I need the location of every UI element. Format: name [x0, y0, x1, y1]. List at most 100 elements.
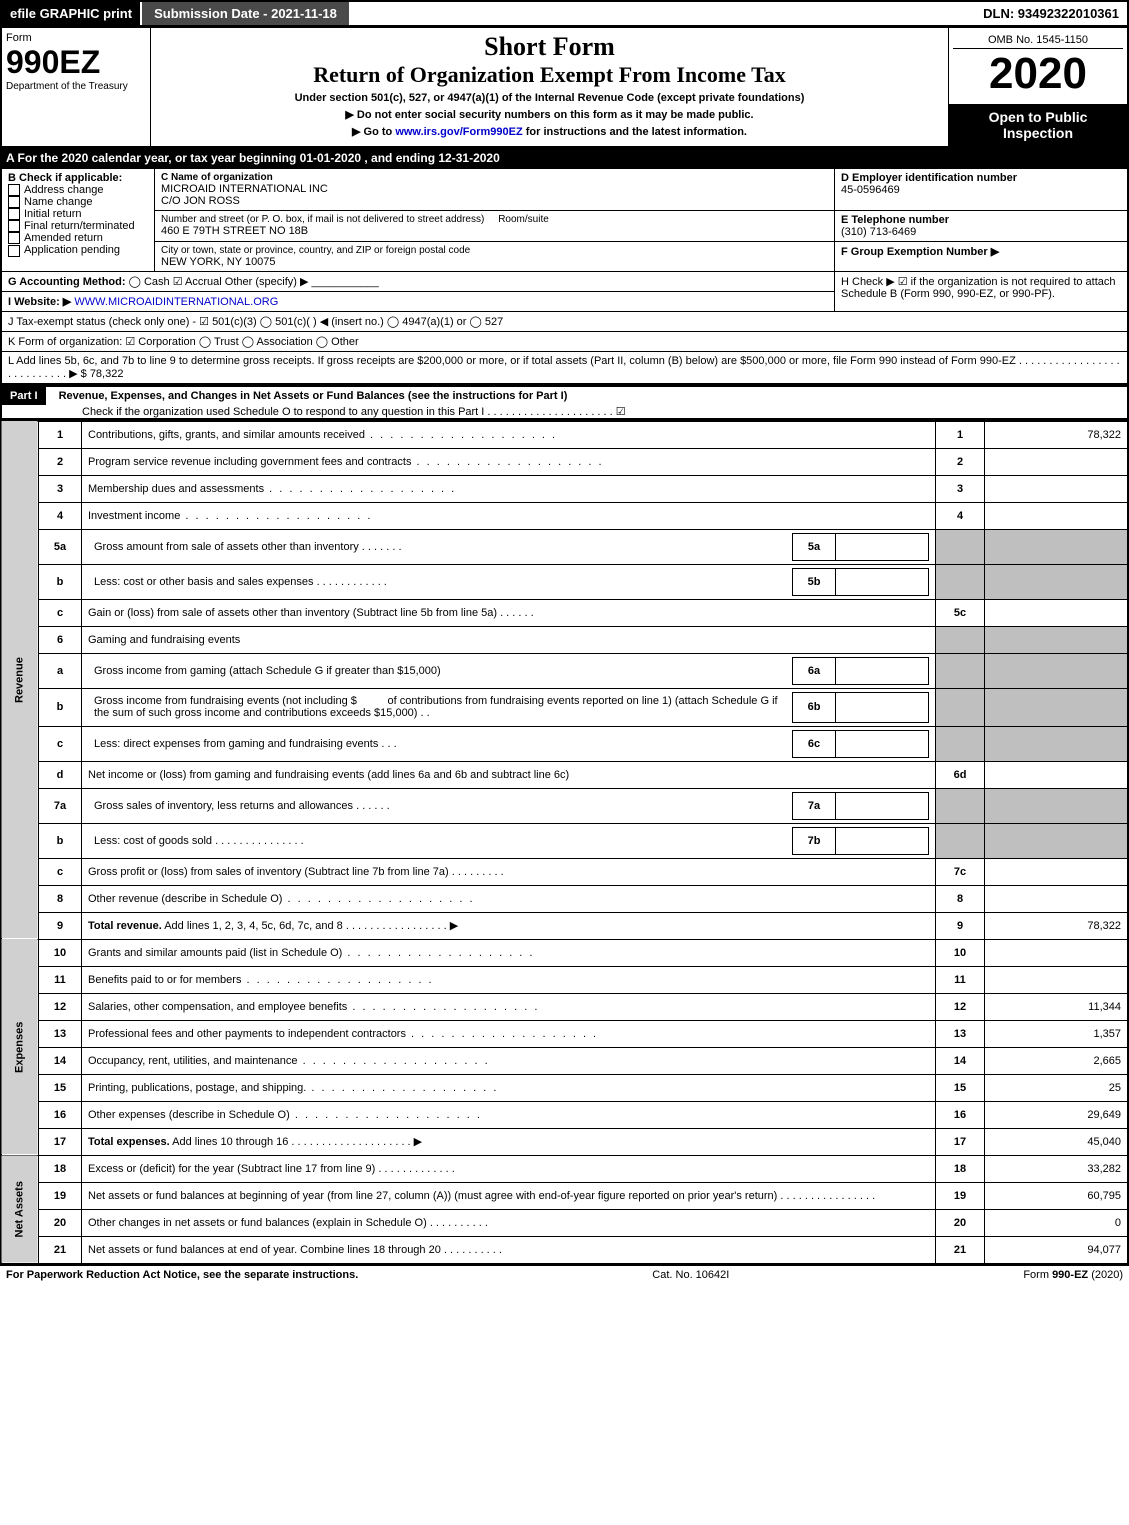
line-1-text: Contributions, gifts, grants, and simila…	[82, 421, 936, 449]
irs-link[interactable]: www.irs.gov/Form990EZ	[395, 126, 522, 138]
line-3-num: 3	[39, 476, 82, 503]
line-6b-text: Gross income from fundraising events (no…	[82, 689, 936, 727]
line-6a-num: a	[39, 654, 82, 689]
line-6d-amount	[985, 761, 1129, 788]
line-6-num: 6	[39, 627, 82, 654]
check-final[interactable]: Final return/terminated	[8, 220, 148, 232]
box-j: J Tax-exempt status (check only one) - ☑…	[1, 312, 1128, 332]
line-4-num: 4	[39, 503, 82, 530]
footer-center: Cat. No. 10642I	[652, 1269, 729, 1281]
line-16-amount: 29,649	[985, 1101, 1129, 1128]
line-6a-ref: 6a	[793, 658, 836, 685]
line-17-text: Total expenses. Add lines 10 through 16 …	[82, 1128, 936, 1155]
line-16-num: 16	[39, 1101, 82, 1128]
line-18-text: Excess or (deficit) for the year (Subtra…	[82, 1155, 936, 1182]
line-5b-ref: 5b	[793, 569, 836, 596]
top-bar: efile GRAPHIC print Submission Date - 20…	[0, 0, 1129, 27]
line-16-text: Other expenses (describe in Schedule O)	[82, 1101, 936, 1128]
line-21-ref: 21	[936, 1236, 985, 1264]
line-9-text: Total revenue. Add lines 1, 2, 3, 4, 5c,…	[82, 912, 936, 939]
line-17-ref: 17	[936, 1128, 985, 1155]
revenue-side-label: Revenue	[1, 421, 39, 939]
check-address[interactable]: Address change	[8, 184, 148, 196]
line-6d-ref: 6d	[936, 761, 985, 788]
line-18-ref: 18	[936, 1155, 985, 1182]
line-6d-text: Net income or (loss) from gaming and fun…	[82, 761, 936, 788]
line-6c-text: Less: direct expenses from gaming and fu…	[82, 726, 936, 761]
line-9-ref: 9	[936, 912, 985, 939]
line-7b-amount	[836, 827, 929, 854]
line-10-ref: 10	[936, 939, 985, 966]
line-6b-num: b	[39, 689, 82, 727]
line-7b-text: Less: cost of goods sold . . . . . . . .…	[82, 823, 936, 858]
form-number: 990EZ	[6, 44, 146, 81]
line-5b-text: Less: cost or other basis and sales expe…	[82, 565, 936, 600]
line-20-amount: 0	[985, 1209, 1129, 1236]
line-8-num: 8	[39, 885, 82, 912]
netassets-side-label: Net Assets	[1, 1155, 39, 1264]
line-5a-ref: 5a	[793, 534, 836, 561]
line-1-amount: 78,322	[985, 421, 1129, 449]
subtitle-1: Under section 501(c), 527, or 4947(a)(1)…	[155, 92, 944, 104]
accounting-accrual[interactable]: ☑ Accrual	[173, 276, 222, 288]
check-amended[interactable]: Amended return	[8, 232, 148, 244]
org-name: MICROAID INTERNATIONAL INC	[161, 183, 828, 195]
efile-label: efile GRAPHIC print	[2, 2, 140, 25]
line-18-amount: 33,282	[985, 1155, 1129, 1182]
line-9-amount: 78,322	[985, 912, 1129, 939]
line-2-ref: 2	[936, 449, 985, 476]
line-15-num: 15	[39, 1074, 82, 1101]
part1-label: Part I	[2, 387, 46, 405]
ein-value: 45-0596469	[841, 184, 1121, 196]
line-9-num: 9	[39, 912, 82, 939]
form-label: Form	[6, 32, 146, 44]
page-footer: For Paperwork Reduction Act Notice, see …	[0, 1265, 1129, 1284]
accounting-cash[interactable]: ◯ Cash	[129, 276, 170, 288]
check-name[interactable]: Name change	[8, 196, 148, 208]
dept-treasury: Department of the Treasury	[6, 81, 146, 92]
period-bar: A For the 2020 calendar year, or tax yea…	[0, 148, 1129, 168]
line-14-text: Occupancy, rent, utilities, and maintena…	[82, 1047, 936, 1074]
box-l: L Add lines 5b, 6c, and 7b to line 9 to …	[1, 352, 1128, 385]
line-7c-text: Gross profit or (loss) from sales of inv…	[82, 858, 936, 885]
line-19-text: Net assets or fund balances at beginning…	[82, 1182, 936, 1209]
line-20-text: Other changes in net assets or fund bala…	[82, 1209, 936, 1236]
line-11-num: 11	[39, 966, 82, 993]
part1-title: Revenue, Expenses, and Changes in Net As…	[49, 390, 568, 402]
line-6c-amount	[836, 730, 929, 757]
check-initial[interactable]: Initial return	[8, 208, 148, 220]
line-7c-amount	[985, 858, 1129, 885]
line-11-ref: 11	[936, 966, 985, 993]
city-label: City or town, state or province, country…	[161, 245, 828, 256]
org-info-table: B Check if applicable: Address change Na…	[0, 168, 1129, 385]
line-21-num: 21	[39, 1236, 82, 1264]
line-5a-amount	[836, 534, 929, 561]
accounting-label: G Accounting Method:	[8, 276, 126, 288]
org-co: C/O JON ROSS	[161, 195, 828, 207]
accounting-other[interactable]: Other (specify) ▶ ___________	[225, 276, 379, 288]
website-label: I Website: ▶	[8, 296, 71, 308]
line-13-ref: 13	[936, 1020, 985, 1047]
lines-table: Revenue 1 Contributions, gifts, grants, …	[0, 420, 1129, 1265]
open-public: Open to Public Inspection	[949, 105, 1129, 147]
street-value: 460 E 79TH STREET NO 18B	[161, 225, 828, 237]
ein-label: D Employer identification number	[841, 172, 1121, 184]
line-20-num: 20	[39, 1209, 82, 1236]
group-exemption-label: F Group Exemption Number ▶	[841, 245, 1121, 258]
footer-right: Form 990-EZ (2020)	[1023, 1269, 1123, 1281]
line-2-text: Program service revenue including govern…	[82, 449, 936, 476]
line-8-ref: 8	[936, 885, 985, 912]
line-16-ref: 16	[936, 1101, 985, 1128]
line-1-num: 1	[39, 421, 82, 449]
line-12-text: Salaries, other compensation, and employ…	[82, 993, 936, 1020]
check-b-label: B Check if applicable:	[8, 172, 148, 184]
check-pending[interactable]: Application pending	[8, 244, 148, 256]
website-link[interactable]: WWW.MICROAIDINTERNATIONAL.ORG	[74, 296, 278, 308]
line-10-text: Grants and similar amounts paid (list in…	[82, 939, 936, 966]
omb-number: OMB No. 1545-1150	[953, 32, 1123, 49]
line-14-amount: 2,665	[985, 1047, 1129, 1074]
line-6a-amount	[836, 658, 929, 685]
line-6b-ref: 6b	[793, 692, 836, 722]
line-7c-num: c	[39, 858, 82, 885]
line-4-amount	[985, 503, 1129, 530]
